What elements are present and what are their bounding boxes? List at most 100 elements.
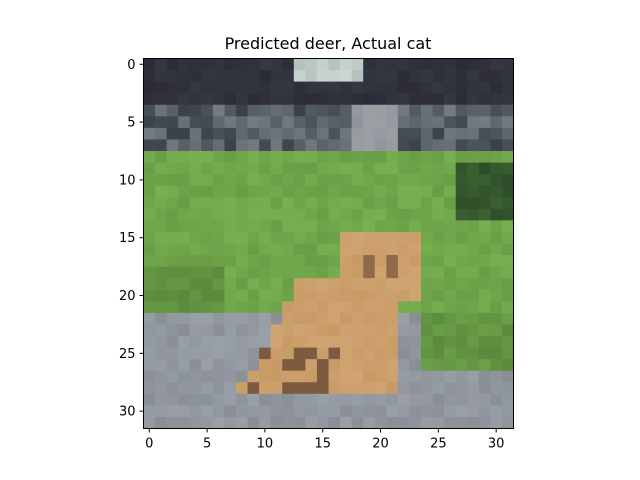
image-pixel — [340, 312, 352, 325]
image-pixel — [421, 104, 433, 117]
image-pixel — [340, 347, 352, 360]
image-pixel — [282, 220, 295, 233]
image-pixel — [282, 127, 295, 140]
image-pixel — [224, 301, 237, 314]
image-pixel — [490, 208, 503, 221]
image-pixel — [189, 220, 202, 233]
image-pixel — [340, 93, 352, 106]
image-pixel — [166, 104, 179, 117]
image-pixel — [316, 174, 329, 187]
image-pixel — [386, 197, 399, 210]
image-pixel — [374, 197, 387, 210]
image-pixel — [421, 139, 433, 152]
image-pixel — [374, 151, 387, 163]
image-pixel — [351, 347, 364, 360]
image-pixel — [340, 197, 352, 210]
image-pixel — [386, 81, 399, 94]
image-pixel — [409, 231, 422, 244]
image-pixel — [247, 70, 260, 82]
image-pixel — [478, 347, 491, 360]
image-pixel — [247, 93, 260, 106]
image-pixel — [455, 116, 468, 129]
image-pixel — [305, 139, 318, 152]
image-pixel — [178, 243, 191, 256]
image-pixel — [501, 266, 514, 279]
image-pixel — [293, 255, 306, 267]
image-pixel — [363, 93, 376, 106]
image-pixel — [316, 139, 329, 152]
image-pixel — [155, 405, 167, 418]
image-pixel — [444, 208, 457, 221]
image-pixel — [166, 301, 179, 314]
image-pixel — [212, 382, 225, 395]
image-pixel — [374, 208, 387, 221]
image-pixel — [397, 58, 410, 71]
image-pixel — [386, 231, 399, 244]
image-pixel — [293, 81, 306, 94]
image-pixel — [293, 301, 306, 314]
image-pixel — [293, 151, 306, 163]
image-pixel — [259, 151, 272, 163]
image-pixel — [178, 370, 191, 383]
image-pixel — [316, 255, 329, 267]
image-pixel — [189, 405, 202, 418]
image-pixel — [409, 289, 422, 302]
image-pixel — [282, 231, 295, 244]
image-pixel — [178, 324, 191, 337]
image-pixel — [282, 266, 295, 279]
image-pixel — [386, 382, 399, 395]
image-pixel — [455, 405, 468, 418]
image-pixel — [236, 312, 248, 325]
image-pixel — [409, 312, 422, 325]
image-pixel — [490, 197, 503, 210]
image-pixel — [189, 243, 202, 256]
image-pixel — [201, 347, 214, 360]
image-pixel — [143, 151, 156, 163]
image-pixel — [467, 416, 480, 429]
image-pixel — [328, 312, 341, 325]
image-pixel — [386, 278, 399, 291]
image-pixel — [409, 93, 422, 106]
image-pixel — [421, 208, 433, 221]
image-pixel — [363, 266, 376, 279]
image-pixel — [236, 289, 248, 302]
image-pixel — [293, 185, 306, 198]
image-pixel — [224, 255, 237, 267]
image-pixel — [478, 151, 491, 163]
image-pixel — [421, 336, 433, 348]
image-pixel — [166, 162, 179, 175]
image-pixel — [282, 104, 295, 117]
image-pixel — [189, 347, 202, 360]
image-pixel — [490, 162, 503, 175]
image-pixel — [374, 93, 387, 106]
image-pixel — [374, 116, 387, 129]
image-pixel — [409, 116, 422, 129]
image-pixel — [363, 370, 376, 383]
image-pixel — [247, 278, 260, 291]
image-pixel — [340, 81, 352, 94]
image-pixel — [305, 405, 318, 418]
image-pixel — [351, 139, 364, 152]
image-pixel — [444, 139, 457, 152]
image-pixel — [236, 151, 248, 163]
image-pixel — [316, 231, 329, 244]
image-pixel — [305, 185, 318, 198]
image-pixel — [328, 278, 341, 291]
image-pixel — [236, 405, 248, 418]
image-heatmap — [143, 58, 514, 429]
image-pixel — [270, 231, 283, 244]
image-pixel — [490, 151, 503, 163]
image-pixel — [444, 289, 457, 302]
image-pixel — [328, 81, 341, 94]
image-pixel — [178, 278, 191, 291]
image-pixel — [432, 243, 445, 256]
image-pixel — [351, 255, 364, 267]
image-pixel — [201, 151, 214, 163]
image-pixel — [328, 127, 341, 140]
image-pixel — [259, 347, 272, 360]
image-pixel — [305, 116, 318, 129]
image-pixel — [282, 70, 295, 82]
image-pixel — [189, 336, 202, 348]
image-pixel — [166, 347, 179, 360]
image-pixel — [397, 151, 410, 163]
